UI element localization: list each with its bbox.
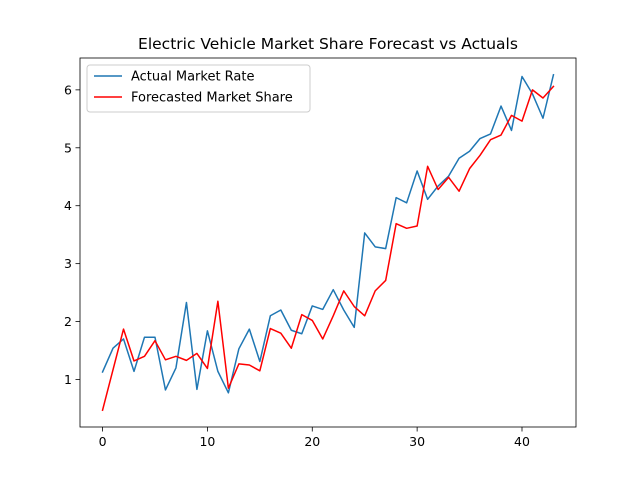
x-tick-label: 10	[199, 434, 215, 449]
forecasted-market-share-line	[101, 85, 555, 412]
y-tick-label: 4	[64, 198, 72, 213]
legend-label-forecast: Forecasted Market Share	[131, 91, 293, 106]
x-tick-label: 30	[409, 434, 425, 449]
plot-frame	[79, 57, 577, 428]
x-tick-label: 0	[99, 434, 107, 449]
x-tick-label: 40	[514, 434, 530, 449]
legend-label-actual: Actual Market Rate	[131, 70, 255, 85]
y-axis: 1 2 3 4 5 6	[64, 82, 80, 387]
y-tick-label: 2	[64, 314, 72, 329]
x-tick-label: 20	[304, 434, 320, 449]
series-layer	[101, 73, 555, 412]
legend-box	[86, 64, 311, 113]
y-tick-label: 6	[64, 82, 72, 97]
y-tick-label: 1	[64, 372, 72, 387]
chart-title: Electric Vehicle Market Share Forecast v…	[138, 35, 518, 53]
x-axis: 0 10 20 30 40	[99, 427, 530, 449]
y-tick-label: 5	[64, 140, 72, 155]
y-tick-label: 3	[64, 256, 72, 271]
actual-market-rate-line	[101, 73, 555, 394]
legend: Actual Market Rate Forecasted Market Sha…	[86, 64, 311, 113]
